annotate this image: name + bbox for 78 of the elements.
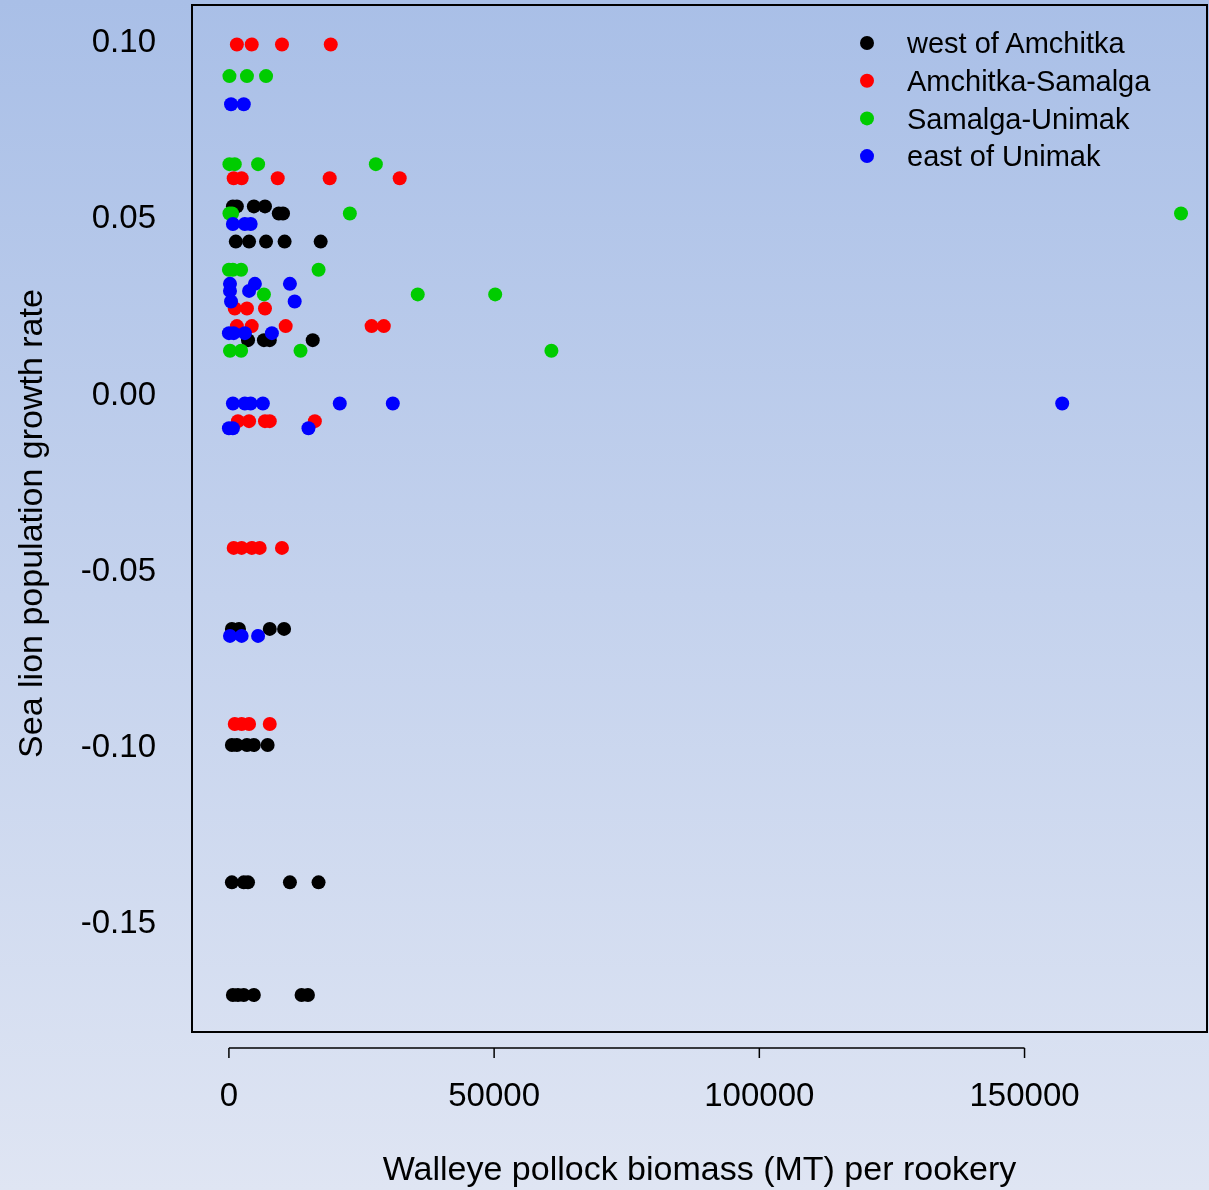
point: [376, 319, 391, 334]
point: [262, 621, 277, 636]
point: [244, 37, 259, 52]
point: [239, 69, 254, 84]
point: [311, 875, 326, 890]
point: [236, 97, 251, 112]
point: [251, 628, 266, 643]
point: [256, 287, 271, 302]
y-tick-label: 0.00: [91, 374, 156, 412]
point: [323, 37, 338, 52]
point: [1055, 396, 1070, 411]
point: [1174, 206, 1189, 221]
x-tick-label: 150000: [969, 1076, 1080, 1113]
point: [246, 988, 261, 1003]
point: [251, 157, 266, 172]
point: [293, 343, 308, 358]
x-tick-label: 100000: [704, 1076, 815, 1113]
point: [305, 333, 320, 348]
point: [282, 276, 297, 291]
point: [277, 621, 292, 636]
point: [274, 540, 289, 555]
point: [364, 319, 379, 334]
point: [313, 234, 328, 249]
x-tick-label: 0: [219, 1076, 239, 1113]
point: [311, 262, 326, 277]
y-tick-label: -0.05: [80, 550, 156, 588]
point: [544, 343, 559, 358]
point: [234, 343, 249, 358]
point: [282, 875, 297, 890]
point: [342, 206, 357, 221]
point: [255, 396, 270, 411]
point: [274, 37, 289, 52]
point: [488, 287, 503, 302]
point: [239, 301, 254, 316]
legend-label: Amchitka-Samalga: [907, 64, 1152, 97]
point: [287, 294, 302, 309]
point: [392, 171, 407, 186]
point: [270, 171, 285, 186]
legend-label: east of Unimak: [907, 140, 1101, 173]
point: [222, 628, 237, 643]
point: [234, 628, 249, 643]
point: [385, 396, 400, 411]
y-tick-label: -0.15: [80, 902, 156, 940]
point: [224, 294, 239, 309]
point: [222, 69, 237, 84]
legend-label: west of Amchitka: [906, 27, 1126, 60]
y-axis-title: Sea lion population growth rate: [11, 289, 49, 758]
y-tick-label: -0.10: [80, 726, 156, 764]
point: [229, 37, 244, 52]
point: [301, 421, 316, 436]
legend-label: Samalga-Unimak: [907, 102, 1130, 135]
point: [259, 69, 274, 84]
point: [257, 199, 272, 214]
point: [368, 157, 383, 172]
point: [410, 287, 425, 302]
point: [242, 234, 257, 249]
y-tick-label: 0.10: [91, 22, 156, 60]
point: [257, 301, 272, 316]
point: [225, 396, 240, 411]
point: [228, 234, 243, 249]
point: [332, 396, 347, 411]
point: [224, 875, 239, 890]
x-axis-title: Walleye pollock biomass (MT) per rookery: [382, 1149, 1017, 1187]
point: [260, 738, 275, 753]
point: [237, 326, 252, 341]
point: [264, 326, 279, 341]
x-tick-label: 50000: [448, 1076, 541, 1113]
point: [242, 414, 257, 429]
y-tick-label: 0.05: [91, 198, 156, 236]
point: [225, 216, 240, 231]
point: [277, 234, 292, 249]
point: [224, 97, 239, 112]
point: [278, 319, 293, 334]
point: [242, 283, 257, 298]
point: [234, 262, 249, 277]
point: [322, 171, 337, 186]
point: [262, 716, 277, 731]
point: [259, 234, 274, 249]
